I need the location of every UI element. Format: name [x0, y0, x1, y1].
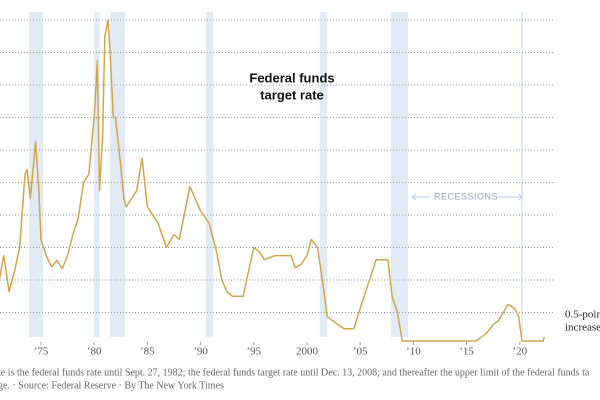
end-label: 0.5-point — [565, 309, 600, 321]
footnote: ge. · Source: Federal Reserve · By The N… — [0, 380, 224, 391]
x-tick-label: ’75 — [34, 346, 49, 358]
x-tick-label: ’90 — [193, 346, 208, 358]
x-tick-label: ’20 — [512, 346, 527, 358]
x-tick-label: ’05 — [353, 346, 368, 358]
recession-band — [94, 12, 100, 337]
recession-band — [319, 12, 328, 337]
recession-band — [391, 12, 409, 337]
x-tick-label: 2000 — [296, 346, 319, 358]
recession-band — [205, 12, 214, 337]
annotation: Federal funds — [249, 70, 334, 85]
x-tick-label: ’10 — [406, 346, 421, 358]
recession-band — [110, 12, 126, 337]
recession-band — [520, 12, 523, 337]
annotation: target rate — [260, 87, 324, 102]
x-tick-label: ’85 — [140, 346, 155, 358]
end-label: increase — [565, 322, 600, 334]
arrow-head — [517, 193, 523, 201]
x-tick-label: ’15 — [459, 346, 474, 358]
x-tick-label: ’80 — [87, 346, 102, 358]
arrow-head — [411, 193, 417, 201]
footnote: te is the federal funds rate until Sept.… — [0, 367, 590, 378]
recession-label: RECESSIONS — [434, 191, 498, 201]
recession-band — [29, 12, 44, 337]
x-tick-label: ’95 — [246, 346, 261, 358]
rate-line — [0, 19, 545, 342]
